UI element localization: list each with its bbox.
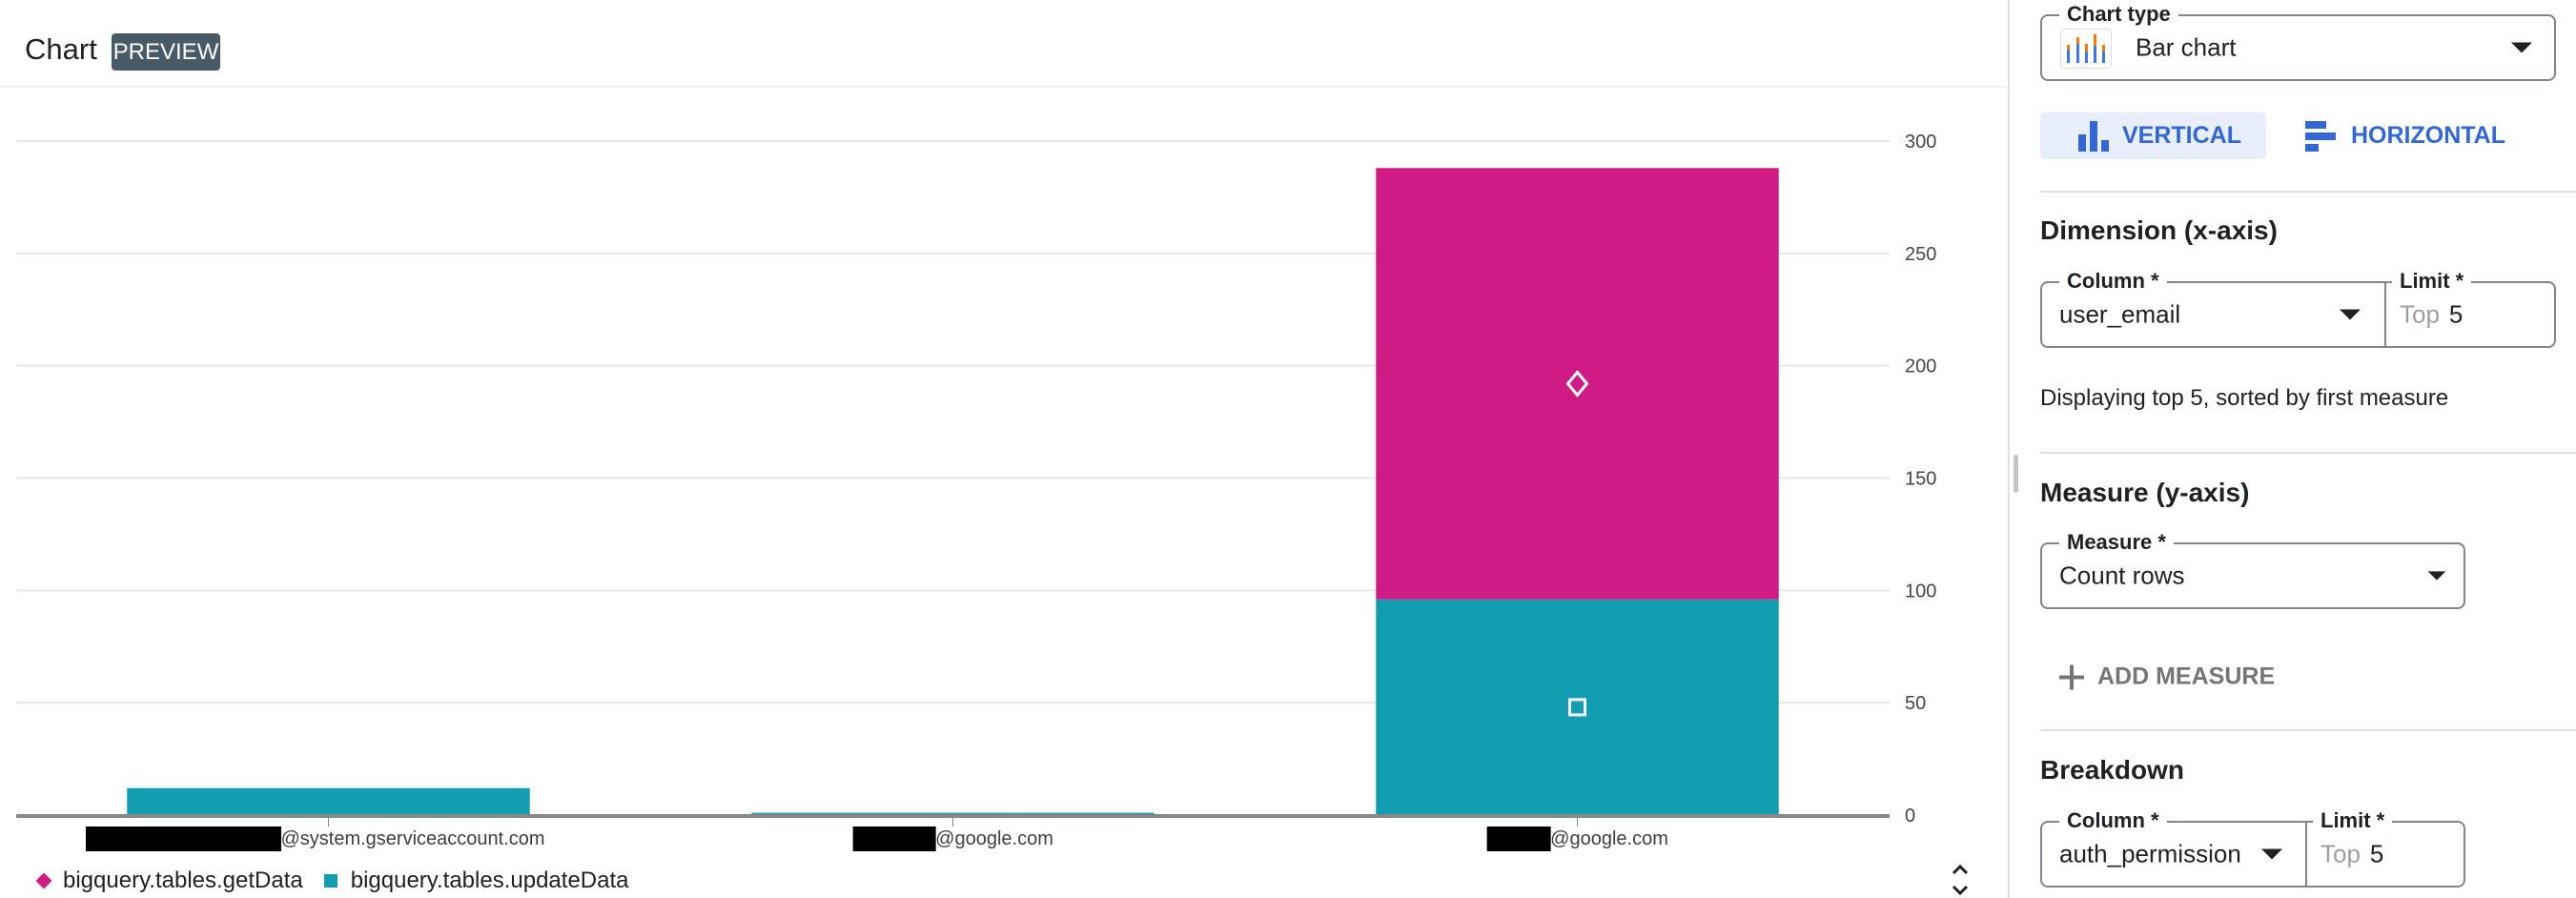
field-label: Chart type (2059, 2, 2178, 27)
field-label: Column * (2059, 808, 2167, 833)
breakdown-column-select[interactable]: Column * auth_permission (2040, 808, 2307, 888)
field-label: Measure * (2059, 530, 2174, 555)
legend-label: bigquery.tables.getData (63, 867, 303, 893)
y-tick-label: 250 (1905, 244, 1936, 265)
section-divider (2040, 452, 2576, 454)
x-tick-label: @google.com (852, 826, 1053, 852)
preview-badge: PREVIEW (112, 33, 220, 71)
section-divider (2040, 191, 2576, 193)
legend-item-getdata[interactable]: bigquery.tables.getData (35, 867, 303, 894)
plus-icon (2059, 664, 2084, 689)
y-tick-label: 50 (1905, 693, 1926, 714)
limit-value: 5 (2448, 299, 2464, 329)
chart-legend: bigquery.tables.getData bigquery.tables.… (35, 867, 649, 894)
dimension-column-value: user_email (2059, 299, 2181, 329)
horizontal-bars-icon (2305, 120, 2336, 152)
vertical-toggle[interactable]: VERTICAL (2040, 112, 2266, 159)
legend-item-updatedata[interactable]: bigquery.tables.updateData (323, 867, 629, 894)
breakdown-title: Breakdown (2040, 755, 2184, 785)
x-tick-label: @system.gserviceaccount.com (85, 826, 545, 852)
bar-chart-icon (2060, 29, 2112, 69)
measure-title: Measure (y-axis) (2040, 478, 2250, 507)
diamond-marker-icon (1565, 370, 1589, 398)
y-tick-label: 200 (1905, 357, 1936, 378)
redaction-block (852, 827, 936, 851)
redaction-block (1486, 827, 1551, 851)
redaction-block (85, 827, 281, 851)
measure-select[interactable]: Measure * Count rows (2040, 530, 2465, 609)
x-tick-label: @google.com (1486, 826, 1668, 852)
bar-segment[interactable] (751, 812, 1155, 815)
diamond-icon (35, 872, 52, 889)
caret-down-icon (2261, 848, 2282, 860)
y-tick-label: 300 (1905, 132, 1936, 153)
header-divider (0, 86, 2008, 88)
measure-value: Count rows (2059, 561, 2185, 590)
field-label: Column * (2059, 269, 2167, 294)
chart-type-select[interactable]: Chart type Bar chart (2040, 2, 2556, 81)
category-suffix: @google.com (1550, 827, 1668, 849)
add-measure-button[interactable]: ADD MEASURE (2059, 663, 2275, 691)
dimension-title: Dimension (x-axis) (2040, 215, 2278, 245)
caret-down-icon (2511, 42, 2532, 53)
vertical-bars-icon (2078, 120, 2109, 152)
legend-label: bigquery.tables.updateData (350, 867, 629, 893)
bar-segment[interactable] (1376, 599, 1779, 815)
chevron-up-down-icon[interactable] (1949, 862, 1972, 898)
limit-prefix: Top (2400, 299, 2440, 329)
category-suffix: @google.com (935, 827, 1053, 849)
bar-segment[interactable] (127, 787, 530, 815)
field-label: Limit * (2313, 808, 2393, 833)
horizontal-label: HORIZONTAL (2351, 122, 2506, 149)
limit-value: 5 (2369, 839, 2384, 868)
dimension-helper-text: Displaying top 5, sorted by first measur… (2040, 385, 2449, 411)
chart-type-value: Bar chart (2136, 32, 2237, 62)
breakdown-limit-input[interactable]: Limit * Top 5 (2305, 808, 2465, 888)
chart-title: Chart (25, 32, 97, 66)
y-tick-label: 0 (1905, 806, 1915, 827)
bar-chart: 0 50 100 150 200 250 300 (16, 132, 1936, 827)
limit-prefix: Top (2320, 839, 2361, 868)
field-label: Limit * (2392, 269, 2472, 294)
dimension-limit-input[interactable]: Limit * Top 5 (2384, 269, 2556, 348)
dimension-column-select[interactable]: Column * user_email (2040, 269, 2386, 348)
vertical-label: VERTICAL (2122, 122, 2241, 149)
square-icon (323, 874, 337, 888)
resize-handle[interactable] (2014, 455, 2018, 493)
caret-down-icon (2340, 309, 2361, 320)
horizontal-toggle[interactable]: HORIZONTAL (2305, 112, 2505, 159)
breakdown-column-value: auth_permission (2059, 839, 2241, 868)
y-tick-label: 150 (1905, 469, 1936, 490)
category-suffix: @system.gserviceaccount.com (280, 827, 545, 849)
add-measure-label: ADD MEASURE (2097, 663, 2276, 690)
y-tick-label: 100 (1905, 581, 1936, 602)
section-divider (2040, 729, 2576, 731)
square-marker-icon (1568, 698, 1586, 717)
caret-down-icon (2427, 571, 2446, 581)
sidebar-divider (2008, 0, 2010, 898)
bar-segment[interactable] (1376, 168, 1779, 600)
